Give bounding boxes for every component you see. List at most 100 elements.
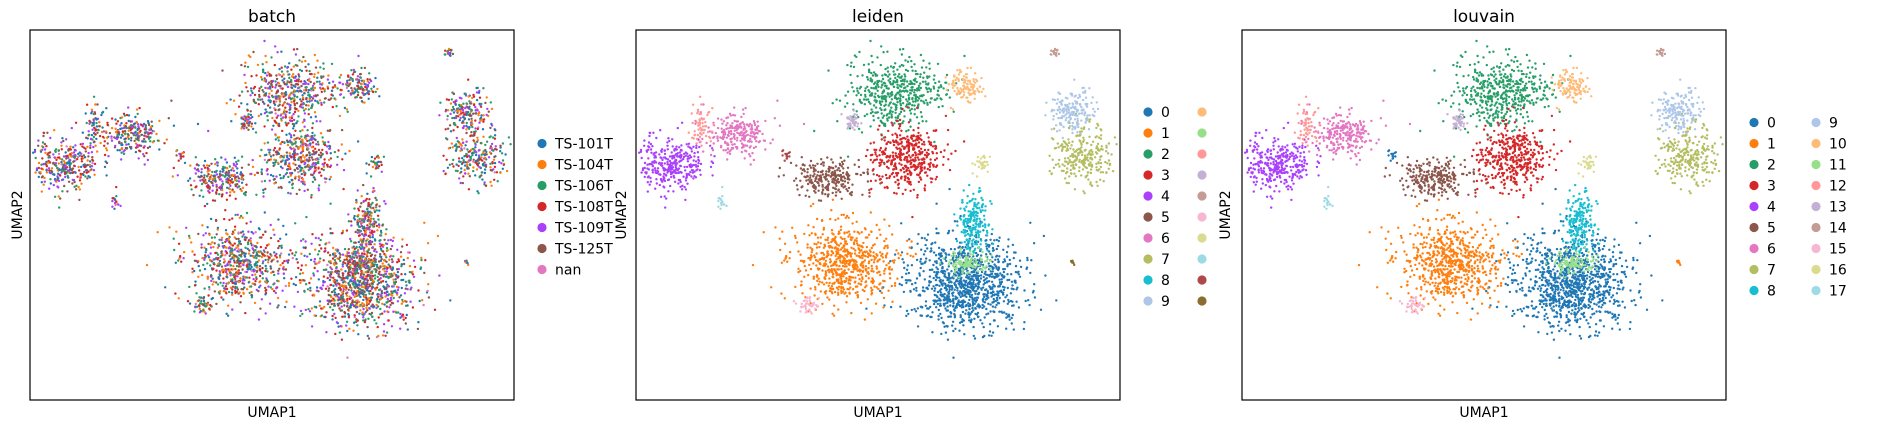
point-TS-106T — [387, 275, 390, 279]
point-nan — [326, 263, 329, 267]
point-TS-104T — [372, 259, 375, 262]
point-TS-104T — [175, 230, 178, 233]
point-TS-101T — [295, 258, 298, 261]
point-0 — [983, 316, 986, 319]
point-TS-125T — [62, 184, 66, 188]
point-TS-104T — [360, 285, 364, 289]
point-TS-104T — [178, 257, 181, 260]
point-TS-108T — [305, 88, 308, 92]
point-TS-101T — [361, 277, 364, 280]
point-0 — [1016, 286, 1019, 289]
point-0 — [906, 264, 909, 267]
point-0 — [998, 284, 1001, 287]
point-TS-101T — [299, 89, 303, 93]
point-TS-101T — [234, 282, 237, 286]
point-TS-125T — [354, 286, 357, 290]
point-TS-108T — [103, 140, 107, 143]
point-TS-108T — [313, 170, 316, 173]
point-TS-108T — [319, 151, 323, 154]
point-TS-125T — [423, 271, 426, 275]
point-TS-106T — [310, 165, 313, 169]
point-TS-104T — [181, 151, 184, 155]
point-TS-108T — [285, 124, 288, 127]
point-TS-108T — [45, 165, 49, 168]
point-0 — [951, 292, 954, 295]
point-TS-125T — [358, 257, 362, 260]
point-TS-109T — [267, 87, 270, 90]
point-0 — [995, 296, 999, 300]
point-TS-109T — [251, 158, 254, 162]
point-TS-108T — [342, 187, 345, 191]
point-TS-108T — [323, 250, 326, 253]
point-TS-109T — [53, 156, 56, 159]
point-TS-109T — [362, 92, 365, 95]
point-TS-104T — [301, 147, 304, 150]
point-TS-104T — [345, 256, 349, 259]
point-TS-109T — [297, 178, 301, 182]
point-TS-108T — [283, 260, 286, 263]
point-TS-104T — [361, 311, 364, 314]
point-TS-106T — [457, 107, 460, 110]
point-TS-109T — [52, 153, 55, 156]
point-TS-109T — [458, 96, 462, 100]
point-TS-104T — [224, 246, 227, 249]
point-TS-125T — [472, 112, 475, 115]
point-TS-106T — [373, 274, 377, 277]
point-TS-109T — [455, 136, 458, 140]
point-TS-125T — [310, 156, 313, 159]
point-TS-109T — [242, 233, 245, 236]
point-TS-101T — [274, 161, 277, 164]
point-TS-125T — [466, 106, 469, 109]
point-TS-106T — [244, 246, 247, 249]
point-TS-125T — [292, 134, 296, 137]
point-TS-109T — [403, 292, 407, 295]
point-TS-104T — [57, 162, 60, 165]
point-TS-101T — [164, 286, 167, 289]
point-TS-101T — [129, 147, 133, 150]
point-TS-125T — [355, 318, 358, 321]
point-TS-101T — [84, 112, 87, 115]
point-0 — [1006, 302, 1009, 305]
point-TS-101T — [499, 146, 502, 149]
point-TS-108T — [209, 303, 212, 307]
point-TS-106T — [316, 253, 320, 256]
point-TS-106T — [369, 278, 372, 282]
point-TS-101T — [372, 305, 376, 308]
y-axis-label: UMAP2 — [10, 190, 26, 239]
point-TS-101T — [68, 168, 72, 171]
point-TS-108T — [40, 167, 43, 170]
point-TS-106T — [211, 170, 214, 174]
point-TS-106T — [352, 276, 355, 279]
point-TS-101T — [203, 174, 206, 177]
point-0 — [915, 277, 919, 280]
point-TS-125T — [295, 145, 298, 148]
point-TS-104T — [358, 304, 361, 308]
point-TS-125T — [337, 292, 340, 296]
point-TS-125T — [368, 243, 371, 246]
point-0 — [1011, 243, 1015, 247]
point-TS-109T — [60, 178, 64, 182]
point-TS-109T — [282, 272, 285, 275]
point-TS-109T — [304, 240, 307, 243]
point-TS-106T — [237, 159, 240, 162]
point-TS-104T — [177, 297, 180, 300]
point-0 — [931, 331, 934, 334]
point-TS-109T — [356, 75, 360, 78]
point-0 — [951, 294, 955, 297]
point-TS-101T — [374, 239, 377, 242]
point-nan — [114, 203, 117, 207]
point-TS-106T — [419, 266, 423, 269]
point-TS-108T — [346, 297, 349, 301]
point-TS-106T — [306, 288, 310, 291]
point-TS-101T — [353, 218, 357, 221]
point-TS-108T — [366, 251, 370, 254]
point-TS-109T — [80, 152, 83, 155]
point-TS-109T — [242, 263, 245, 267]
point-TS-106T — [272, 283, 275, 286]
point-TS-101T — [346, 277, 349, 280]
point-TS-109T — [380, 170, 383, 173]
point-TS-108T — [424, 259, 427, 262]
point-TS-125T — [271, 259, 274, 262]
point-TS-109T — [337, 296, 340, 299]
point-TS-106T — [472, 169, 475, 173]
